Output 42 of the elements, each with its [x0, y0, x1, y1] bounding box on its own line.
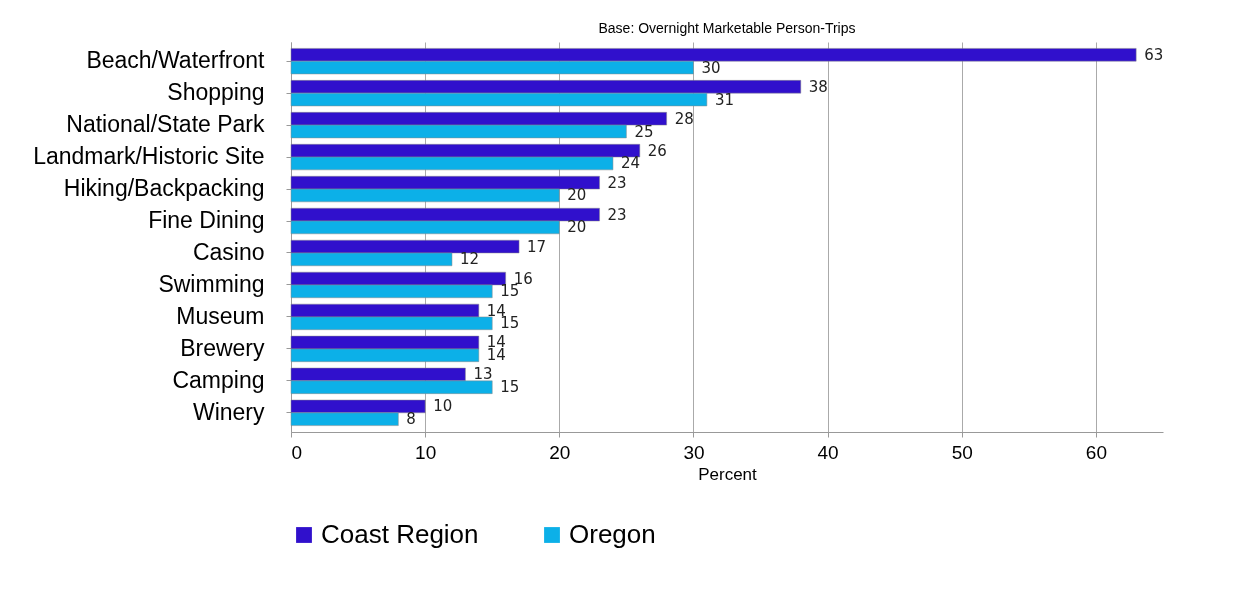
- y-tick-label: Landmark/Historic Site: [33, 143, 265, 170]
- chart-title: Base: Overnight Marketable Person-Trips: [598, 20, 856, 36]
- data-label: 24: [620, 154, 641, 173]
- data-label: 28: [674, 109, 694, 128]
- y-tick-label: Casino: [192, 238, 265, 265]
- data-label: 12: [459, 250, 480, 269]
- data-label: 63: [1144, 45, 1164, 64]
- data-label: 20: [567, 186, 587, 205]
- data-label: 20: [567, 218, 587, 237]
- data-label: 10: [433, 397, 453, 416]
- y-tick-label: Shopping: [167, 79, 265, 106]
- y-tick-label: Beach/Waterfront: [86, 47, 266, 74]
- x-tick-label: 30: [683, 441, 705, 463]
- x-tick-label: 40: [817, 441, 839, 463]
- x-tick-label: 50: [951, 441, 973, 463]
- y-tick-label: Brewery: [180, 334, 265, 361]
- legend-label: Coast Region: [321, 519, 479, 549]
- data-label: 15: [500, 378, 520, 397]
- data-label: 30: [701, 58, 721, 77]
- x-tick-label: 10: [415, 441, 437, 463]
- x-tick-label: 20: [549, 441, 571, 463]
- data-label: 31: [714, 90, 734, 109]
- y-tick-label: Hiking/Backpacking: [63, 175, 265, 202]
- y-tick-label: Swimming: [158, 270, 265, 297]
- data-label: 17: [527, 237, 547, 256]
- legend-label: Oregon: [569, 519, 656, 549]
- data-label: 23: [607, 205, 627, 224]
- y-tick-label: Winery: [192, 398, 265, 425]
- data-label: 13: [473, 365, 493, 384]
- data-label: 26: [647, 141, 667, 160]
- data-label: 16: [513, 269, 533, 288]
- data-label: 25: [634, 122, 654, 141]
- y-tick-label: Museum: [176, 302, 265, 329]
- x-tick-label: 0: [291, 441, 303, 463]
- y-tick-label: Fine Dining: [148, 207, 265, 234]
- y-tick-label: Camping: [172, 366, 265, 393]
- data-label: 38: [808, 77, 828, 96]
- y-tick-label: National/State Park: [66, 111, 265, 138]
- data-label: 23: [607, 173, 627, 192]
- x-axis-title: Percent: [698, 464, 758, 484]
- data-label: 8: [406, 410, 416, 429]
- x-tick-label: 60: [1085, 441, 1107, 463]
